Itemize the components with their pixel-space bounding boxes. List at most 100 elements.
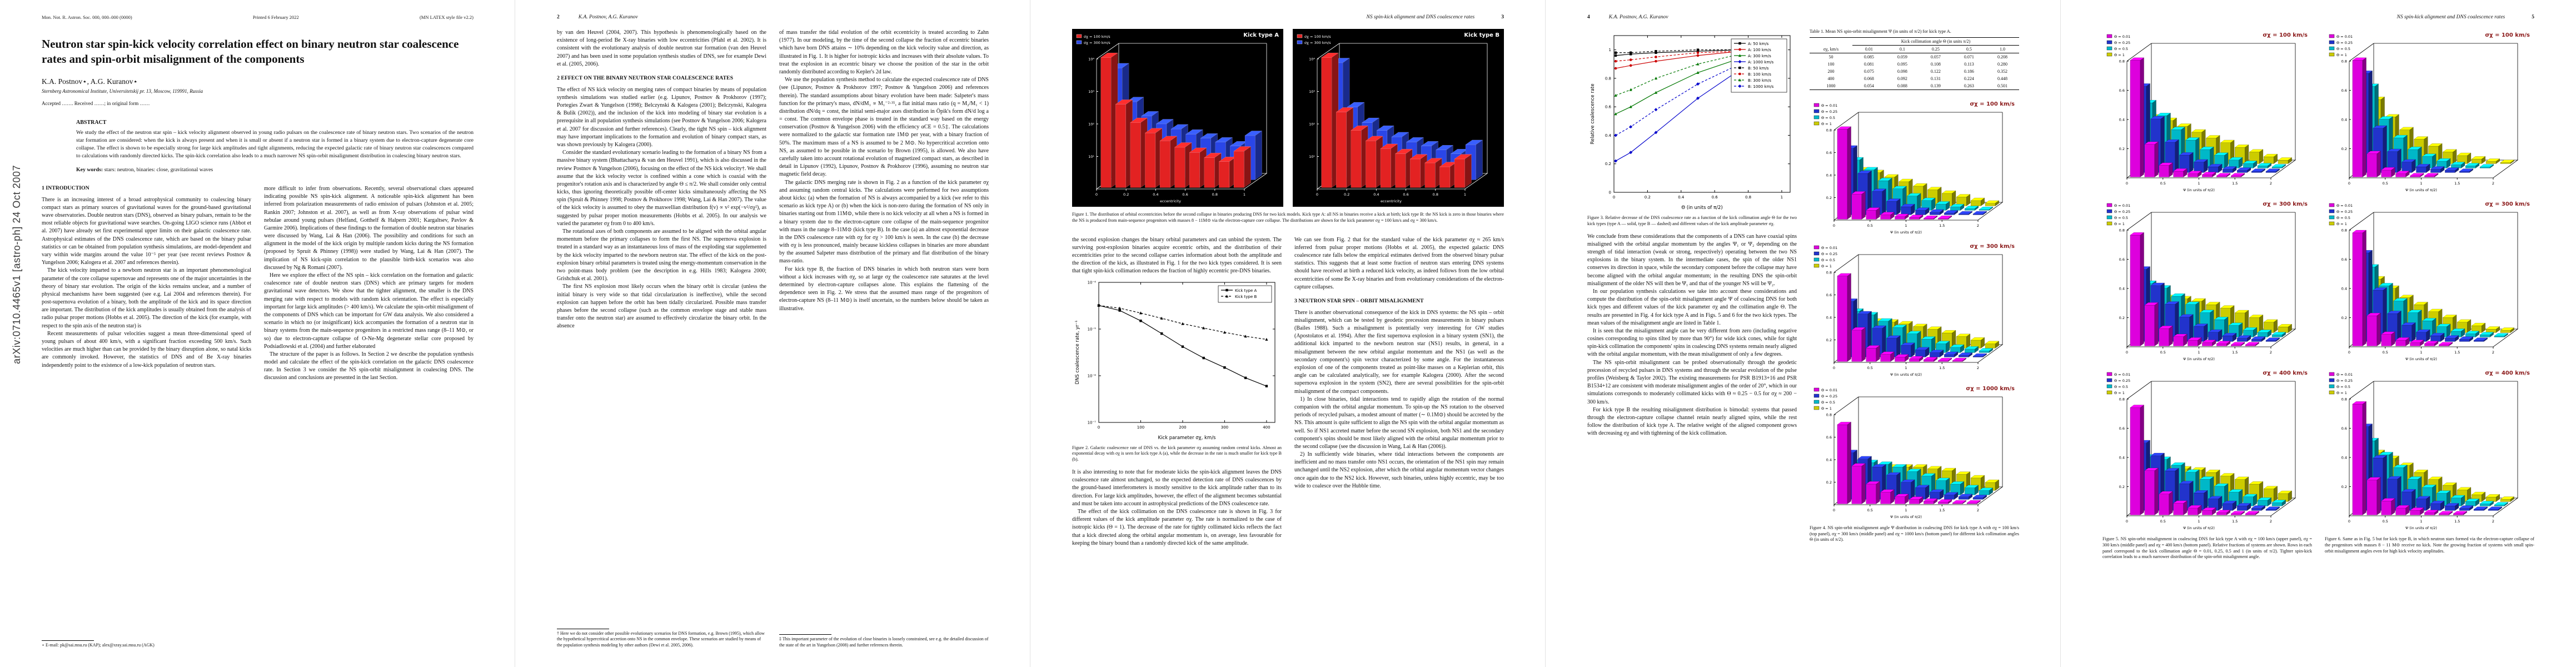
page-number: 2 [557,14,560,20]
table-row: 100 0.081 0.095 0.108 0.113 0.280 [1810,61,2019,68]
svg-text:0.4: 0.4 [1826,457,1832,462]
body-paragraph: For kick type B, the fraction of DNS bin… [779,266,989,312]
svg-text:2: 2 [2492,181,2494,186]
svg-text:0.6: 0.6 [1826,293,1832,297]
svg-text:0.2: 0.2 [1123,192,1129,197]
figure-5-panel-300: 0.2 0.4 0.6 0.8 0 0.5 1 1.5 2 Ψ (in units of π/2)… [2106,201,2308,361]
svg-text:0.2: 0.2 [1344,192,1349,197]
svg-text:Θ = 0.5: Θ = 0.5 [2114,47,2128,51]
page-5-columns: 0.2 0.4 0.6 0.8 0 0.5 1 1.5 2 Ψ (in units of π/2)… [2102,29,2534,634]
svg-text:0.6: 0.6 [1826,151,1832,155]
page-5-column-right: 0.2 0.4 0.6 0.8 0 0.5 1 1.5 2 Ψ (in units of π/2)… [2325,29,2534,634]
body-paragraph: There is an increasing interest of a bro… [42,196,251,266]
svg-text:Θ = 0.5: Θ = 0.5 [1821,400,1835,405]
svg-text:σχ = 300 km/s: σχ = 300 km/s [2263,201,2308,207]
svg-text:0.2: 0.2 [2119,147,2125,151]
figure-4-caption: Figure 4. NS spin-orbit misalignment ang… [1810,525,2019,542]
body-paragraph: the second explosion changes the binary … [1072,236,1282,275]
footnote-ddagger: ‡ This important parameter of the evolut… [779,634,989,648]
svg-text:Θ = 0.01: Θ = 0.01 [1821,388,1837,392]
table-cell: 100 [1827,61,1835,67]
abstract-heading: ABSTRACT [76,120,107,126]
running-title: K.A. Postnov, A.G. Kuranov [1608,14,1668,20]
svg-text:Θ = 0.25: Θ = 0.25 [2336,41,2353,45]
svg-text:Θ = 0.25: Θ = 0.25 [1821,394,1837,399]
running-title: K.A. Postnov, A.G. Kuranov [578,14,638,20]
running-head: 4 K.A. Postnov, A.G. Kuranov [1587,14,2019,20]
svg-text:0.8: 0.8 [1745,195,1751,200]
svg-text:200: 200 [1179,425,1186,430]
svg-text:Θ = 0.25: Θ = 0.25 [2336,379,2353,383]
table-cell: 0.501 [1997,83,2007,88]
body-paragraph: The structure of the paper is as follows… [264,351,474,381]
svg-text:0.2: 0.2 [2119,316,2125,320]
svg-text:Ψ (in units of π/2): Ψ (in units of π/2) [2405,188,2437,192]
table-cell: 0.095 [1897,61,1907,67]
svg-text:2: 2 [2270,350,2272,355]
svg-text:Kick parameter σχ, km/s: Kick parameter σχ, km/s [1158,435,1216,441]
table-cell: 0.057 [1930,54,1941,59]
page-3-column-left: the second explosion changes the binary … [1072,236,1282,547]
svg-text:1.5: 1.5 [1939,366,1945,370]
table-cell: 0.081 [1864,61,1874,67]
page-2: 2 K.A. Postnov, A.G. Kuranov by van den … [515,0,1030,667]
svg-text:0: 0 [2126,350,2128,355]
svg-text:Θ = 0.01: Θ = 0.01 [2114,372,2130,377]
figure-4-panel-300: 0.2 0.4 0.6 0.8 0 0.5 1 1.5 2 Ψ (in units of π/2)… [1813,243,2015,377]
body-paragraph: It is seen that the misalignment angle c… [1587,327,1797,358]
svg-text:Θ = 0.5: Θ = 0.5 [2114,385,2128,389]
svg-text:Θ = 1: Θ = 1 [1821,406,1832,411]
table-cell: 0.098 [1897,68,1907,74]
body-paragraph: 1) In close binaries, tidal interactions… [1294,396,1504,450]
svg-text:0.5: 0.5 [2383,519,2388,524]
svg-text:Θ = 0.5: Θ = 0.5 [2336,385,2350,389]
svg-text:0.8: 0.8 [2341,59,2347,64]
table-cell: 0.122 [1930,68,1941,74]
svg-text:0.8: 0.8 [2341,228,2347,233]
figure-1: 10¹ 10² 10³ 10⁴ 0 0.2 0.4 0.6 0.8 1 eccentricity Ki… [1072,29,1504,209]
svg-text:1: 1 [2420,519,2422,524]
svg-text:0.2: 0.2 [2341,147,2347,151]
table-header-cell: 1.0 [1985,45,2019,53]
svg-text:1.5: 1.5 [2232,519,2238,524]
authors: K.A. Postnov⋆, A.G. Kuranov⋆ [42,77,138,86]
page-2-columns: by van den Heuvel (2004, 2007). This hyp… [557,29,989,634]
svg-text:0.5: 0.5 [2160,350,2166,355]
svg-text:2: 2 [2270,181,2272,186]
table-header-cell: 0.5 [1952,45,1986,53]
footnote-email: ⋆ E-mail: pk@sai.msu.ru (KAP); alex@xray… [42,640,251,648]
svg-text:Θ = 1: Θ = 1 [1821,264,1832,268]
svg-text:Θ = 0.01: Θ = 0.01 [2336,203,2353,208]
svg-text:Θ = 1: Θ = 1 [2336,53,2347,57]
figure-6-panel-100: 0.2 0.4 0.6 0.8 0 0.5 1 1.5 2 Ψ (in units of π/2)… [2329,32,2530,192]
running-title: NS spin-kick alignment and DNS coalescen… [1366,14,1475,20]
svg-text:Kick type B: Kick type B [1464,32,1499,38]
page-5-content: NS spin-kick alignment and DNS coalescen… [2102,14,2534,648]
body-paragraph: by van den Heuvel (2004, 2007). This hyp… [557,29,766,67]
figure-2-chart: 0 100 200 300 400 10⁻⁷ 10⁻⁶ 10⁻⁵ 10⁻⁴ Kick parame… [1075,280,1275,441]
svg-text:A: 300 km/s: A: 300 km/s [1748,54,1771,58]
svg-text:1: 1 [1781,195,1783,200]
page-3-column-right: We can see from Fig. 2 that for the stan… [1294,236,1504,547]
page-2-content: 2 K.A. Postnov, A.G. Kuranov by van den … [557,14,989,648]
svg-text:Θ = 0.25: Θ = 0.25 [1821,109,1837,114]
svg-text:Ψ (in units of π/2): Ψ (in units of π/2) [2183,357,2215,361]
svg-text:1.5: 1.5 [2232,350,2238,355]
svg-text:Θ = 0.25: Θ = 0.25 [1821,252,1837,256]
svg-text:0: 0 [2348,519,2350,524]
table-cell: 0.263 [1964,83,1974,88]
svg-text:0.2: 0.2 [1645,195,1651,200]
svg-text:0.8: 0.8 [2119,59,2125,64]
svg-text:Kick type A: Kick type A [1235,288,1257,293]
running-title: NS spin-kick alignment and DNS coalescen… [2396,14,2505,20]
running-head: NS spin-kick alignment and DNS coalescen… [1072,14,1504,20]
svg-text:Θ = 0.01: Θ = 0.01 [1821,103,1837,108]
svg-text:0.4: 0.4 [2119,118,2125,122]
svg-text:0.2: 0.2 [2341,316,2347,320]
table-corner-cell [1810,37,1852,45]
footnote-rule [779,634,831,635]
table-header-cell: 0.25 [1919,45,1952,53]
svg-text:Ψ (in units of π/2): Ψ (in units of π/2) [1890,515,1922,519]
svg-text:1: 1 [2420,350,2422,355]
table-cell: 0.075 [1864,68,1874,74]
